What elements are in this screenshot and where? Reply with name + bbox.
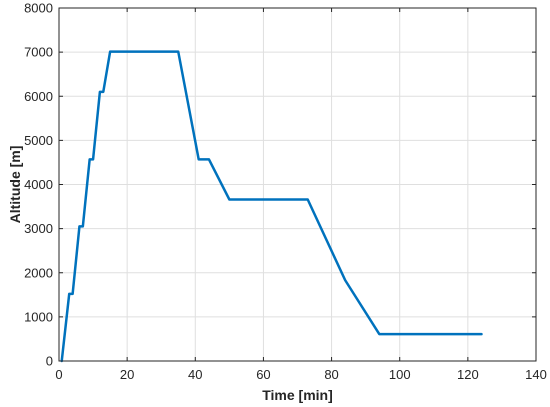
- x-tick-label: 140: [525, 367, 547, 382]
- y-tick-label: 2000: [24, 265, 53, 280]
- y-tick-label: 7000: [24, 45, 53, 60]
- x-tick-label: 120: [457, 367, 479, 382]
- x-axis-label: Time [min]: [262, 387, 333, 403]
- y-axis-label: Altitude [m]: [7, 146, 23, 224]
- y-tick-label: 4000: [24, 177, 53, 192]
- x-tick-label: 80: [324, 367, 338, 382]
- y-tick-label: 8000: [24, 1, 53, 16]
- y-tick-label: 0: [46, 354, 53, 369]
- x-tick-label: 0: [55, 367, 62, 382]
- x-tick-label: 20: [120, 367, 134, 382]
- y-tick-label: 6000: [24, 89, 53, 104]
- y-tick-label: 3000: [24, 221, 53, 236]
- y-tick-label: 1000: [24, 309, 53, 324]
- series-layer: [60, 50, 483, 363]
- series-line: [60, 50, 483, 363]
- x-tick-label: 100: [389, 367, 411, 382]
- x-tick-label: 40: [188, 367, 202, 382]
- tick-labels: 0 20 40 60 80 100 120 140 0 1000 2000 3000 4000 5000 6…: [24, 1, 547, 383]
- y-tick-label: 5000: [24, 133, 53, 148]
- x-tick-label: 60: [256, 367, 270, 382]
- ticks: [58, 7, 537, 362]
